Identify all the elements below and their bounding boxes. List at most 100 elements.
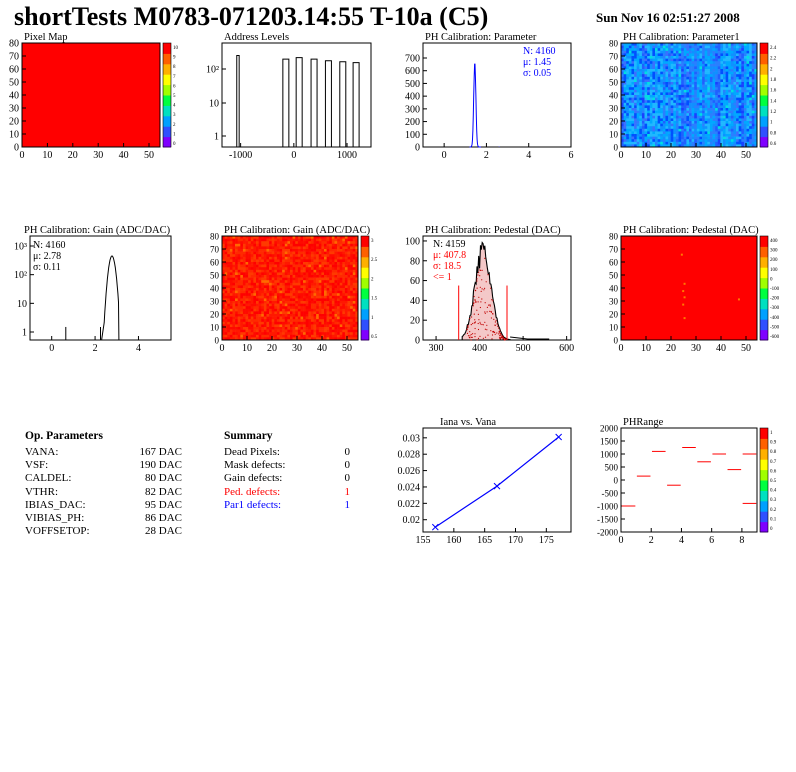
heatmap-cell [295, 272, 299, 276]
heatmap-cell [276, 311, 280, 315]
heatmap-cell [691, 61, 695, 65]
heatmap-cell [266, 288, 270, 291]
heatmap-cell [308, 324, 312, 328]
heatmap-cell [662, 97, 666, 101]
heatmap-cell [730, 58, 734, 62]
heatmap-cell [660, 87, 664, 91]
heatmap-cell [712, 92, 716, 96]
heatmap-cell [321, 256, 325, 260]
heatmap-cell [263, 236, 267, 239]
heatmap-cell [240, 321, 244, 325]
heatmap-cell [736, 66, 739, 70]
heatmap-cell [334, 280, 338, 284]
heatmap-cell [248, 254, 252, 258]
heatmap-cell [227, 334, 231, 338]
heatmap-cell [652, 115, 656, 119]
hatch-dot [481, 323, 483, 326]
color-scale-frame [759, 427, 769, 533]
hatch-dot [474, 327, 476, 330]
heatmap-cell [263, 321, 267, 325]
heatmap-cell [258, 251, 262, 255]
heatmap-cell [736, 43, 739, 46]
heatmap-cell [235, 259, 238, 263]
heatmap-cell [725, 115, 729, 119]
heatmap-cell [655, 69, 658, 72]
heatmap-cell [321, 306, 325, 310]
heatmap-cell [316, 282, 320, 286]
heatmap-cell [279, 249, 283, 252]
heatmap-cell [751, 141, 755, 145]
heatmap-cell [631, 128, 635, 132]
y-tick-label: 0.03 [403, 433, 421, 444]
heatmap-cell [310, 262, 314, 265]
heatmap-cell [305, 264, 309, 268]
heatmap-cell [334, 249, 338, 252]
heatmap-cell [222, 277, 225, 281]
heatmap-cell [681, 118, 685, 122]
heatmap-cell [305, 256, 309, 260]
heatmap-cell [628, 141, 632, 145]
heatmap-cell [662, 53, 666, 57]
heatmap-cell [339, 319, 343, 323]
heatmap-cell [337, 275, 340, 278]
heatmap-cell [242, 295, 246, 299]
heatmap-cell [303, 337, 306, 341]
heatmap-cell [668, 71, 671, 75]
heatmap-cell [274, 295, 278, 299]
heatmap-cell [733, 139, 737, 143]
heatmap-cell [271, 298, 275, 302]
heatmap-cell [232, 243, 236, 247]
heatmap-cell [266, 256, 270, 260]
heatmap-cell [673, 61, 677, 65]
y-tick-label: 20 [210, 310, 220, 320]
heatmap-cell [324, 249, 327, 252]
heatmap-cell [355, 321, 359, 325]
y-tick-label: 80 [9, 39, 19, 50]
heatmap-cell [350, 277, 354, 281]
heatmap-cell [694, 76, 698, 80]
heatmap-cell [689, 56, 692, 59]
heatmap-cell [644, 123, 648, 127]
heatmap-cell [691, 84, 695, 88]
heatmap-cell [331, 269, 335, 273]
heatmap-cell [647, 113, 651, 117]
heatmap-cell [318, 288, 322, 291]
heatmap-cell [295, 236, 299, 239]
heatmap-cell [730, 84, 734, 88]
z-tick-label: -200 [770, 297, 780, 302]
heatmap-cell [232, 272, 236, 276]
heatmap-cell [350, 308, 354, 312]
heatmap-cell [678, 102, 682, 106]
heatmap-cell [621, 58, 624, 62]
heatmap-cell [704, 105, 708, 109]
heatmap-cell [326, 290, 330, 294]
heatmap-cell [621, 126, 624, 130]
heatmap-cell [253, 277, 257, 281]
x-tick-label: 8 [739, 535, 744, 546]
heatmap-cell [655, 123, 658, 127]
heatmap-cell [704, 139, 708, 143]
heatmap-cell [725, 113, 729, 117]
heatmap-cell [621, 92, 624, 96]
heatmap-cell [266, 306, 270, 310]
heatmap-cell [720, 76, 724, 80]
heatmap-cell [297, 264, 301, 268]
heatmap-cell [631, 76, 635, 80]
heatmap-cell [232, 295, 236, 299]
heatmap-cell [694, 131, 698, 135]
hatch-dot [490, 311, 492, 313]
heatmap-cell [248, 243, 252, 247]
heatmap-cell [242, 303, 246, 307]
heatmap-cell [316, 337, 320, 341]
heatmap-cell [290, 334, 293, 338]
heatmap-cell [227, 301, 231, 304]
heatmap-cell [725, 123, 729, 127]
heatmap-cell [738, 74, 742, 78]
heatmap-cell [628, 50, 632, 54]
heatmap-cell [318, 327, 322, 330]
heatmap-cell [300, 295, 304, 299]
heatmap-cell [292, 306, 296, 310]
heatmap-cell [355, 332, 359, 336]
heatmap-cell [733, 79, 737, 83]
heatmap-cell [242, 285, 246, 289]
